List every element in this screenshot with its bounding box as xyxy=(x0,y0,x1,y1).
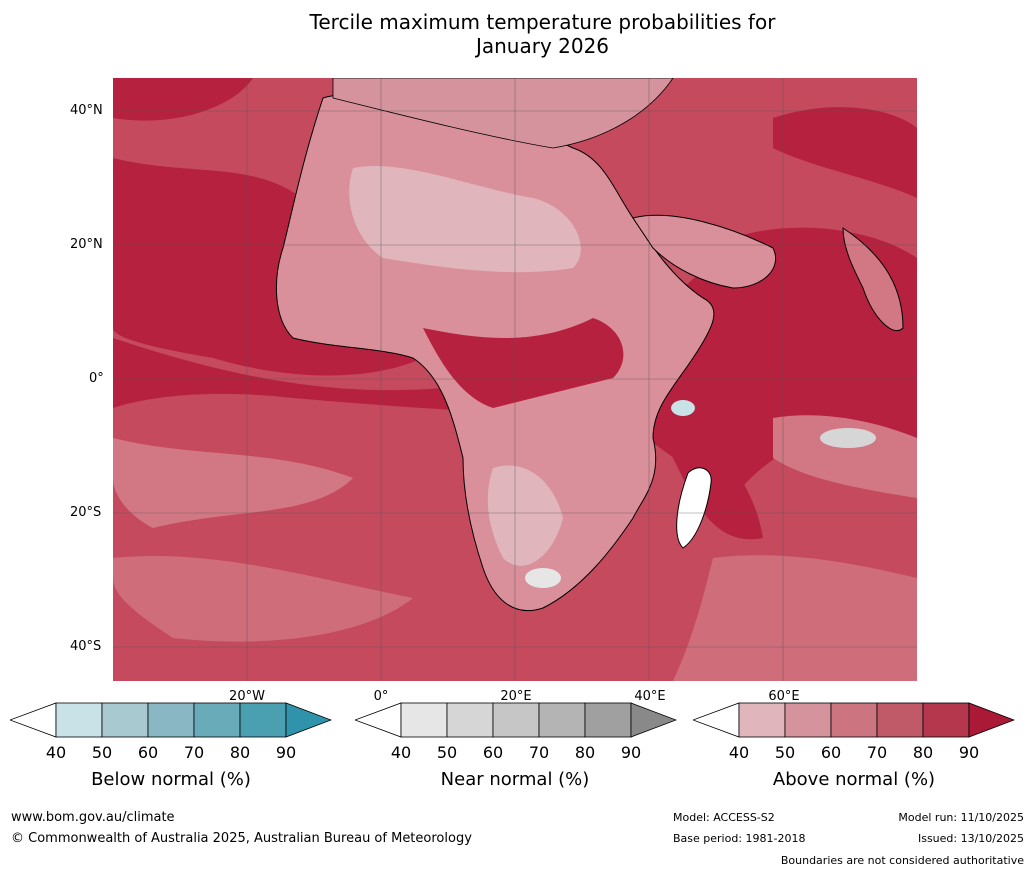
colorbar-near-normal xyxy=(355,702,677,738)
disclaimer-text: Boundaries are not considered authoritat… xyxy=(780,854,1024,867)
cb-below-seg-1 xyxy=(55,702,103,738)
lat-label-20s: 20°S xyxy=(70,505,102,520)
tick: 80 xyxy=(574,743,596,762)
cb-above-seg-1 xyxy=(738,702,786,738)
cb-above-seg-2 xyxy=(784,702,832,738)
tick: 70 xyxy=(528,743,550,762)
tick: 90 xyxy=(620,743,642,762)
cb-above-seg-3 xyxy=(830,702,878,738)
cb-above-seg-5 xyxy=(922,702,970,738)
colorbar-above-normal xyxy=(693,702,1015,738)
website-link[interactable]: www.bom.gov.au/climate xyxy=(11,810,175,825)
tick: 60 xyxy=(482,743,504,762)
tick: 50 xyxy=(436,743,458,762)
colorbar-above-label: Above normal (%) xyxy=(772,769,936,790)
tick: 60 xyxy=(137,743,159,762)
cb-above-seg-6 xyxy=(968,702,1015,738)
cb-below-seg-0 xyxy=(10,702,57,738)
cb-above-seg-4 xyxy=(876,702,924,738)
colorbar-below-label: Below normal (%) xyxy=(91,769,251,790)
model-text: Model: ACCESS-S2 xyxy=(673,811,775,824)
colorbar-near-label: Near normal (%) xyxy=(440,769,590,790)
tick: 70 xyxy=(183,743,205,762)
cb-below-seg-6 xyxy=(285,702,332,738)
lon-label-60e: 60°E xyxy=(768,689,800,704)
copyright-text: © Commonwealth of Australia 2025, Austra… xyxy=(11,831,472,846)
title-line-1: Tercile maximum temperature probabilitie… xyxy=(309,10,776,34)
tick: 70 xyxy=(866,743,888,762)
tick: 90 xyxy=(958,743,980,762)
title-line-2: January 2026 xyxy=(475,34,610,58)
cb-above-seg-0 xyxy=(693,702,740,738)
tick: 60 xyxy=(820,743,842,762)
tick: 40 xyxy=(45,743,67,762)
lon-label-40e: 40°E xyxy=(634,689,666,704)
cb-below-seg-4 xyxy=(193,702,241,738)
cb-below-seg-5 xyxy=(239,702,287,738)
tick: 50 xyxy=(774,743,796,762)
cb-below-seg-3 xyxy=(147,702,195,738)
tick: 50 xyxy=(91,743,113,762)
cb-near-seg-3 xyxy=(492,702,540,738)
tick: 80 xyxy=(229,743,251,762)
tick: 40 xyxy=(728,743,750,762)
lat-label-20n: 20°N xyxy=(70,237,103,252)
base-period-text: Base period: 1981-2018 xyxy=(673,832,806,845)
chart-title: Tercile maximum temperature probabilitie… xyxy=(0,10,1035,58)
lat-label-40s: 40°S xyxy=(70,639,102,654)
lon-label-0: 0° xyxy=(373,689,389,704)
lon-label-20w: 20°W xyxy=(229,689,265,704)
cb-near-seg-6 xyxy=(630,702,677,738)
cb-near-seg-1 xyxy=(400,702,448,738)
lon-label-20e: 20°E xyxy=(500,689,532,704)
cb-near-seg-0 xyxy=(355,702,402,738)
cb-below-seg-2 xyxy=(101,702,149,738)
probability-map[interactable] xyxy=(113,78,917,681)
cb-near-seg-5 xyxy=(584,702,632,738)
issued-text: Issued: 13/10/2025 xyxy=(917,832,1024,845)
colorbar-below-normal xyxy=(10,702,332,738)
tick: 90 xyxy=(275,743,297,762)
tick: 80 xyxy=(912,743,934,762)
lat-label-0: 0° xyxy=(89,371,104,386)
cb-near-seg-4 xyxy=(538,702,586,738)
tick: 40 xyxy=(390,743,412,762)
cb-near-seg-2 xyxy=(446,702,494,738)
lat-label-40n: 40°N xyxy=(70,103,103,118)
model-run-text: Model run: 11/10/2025 xyxy=(898,811,1024,824)
